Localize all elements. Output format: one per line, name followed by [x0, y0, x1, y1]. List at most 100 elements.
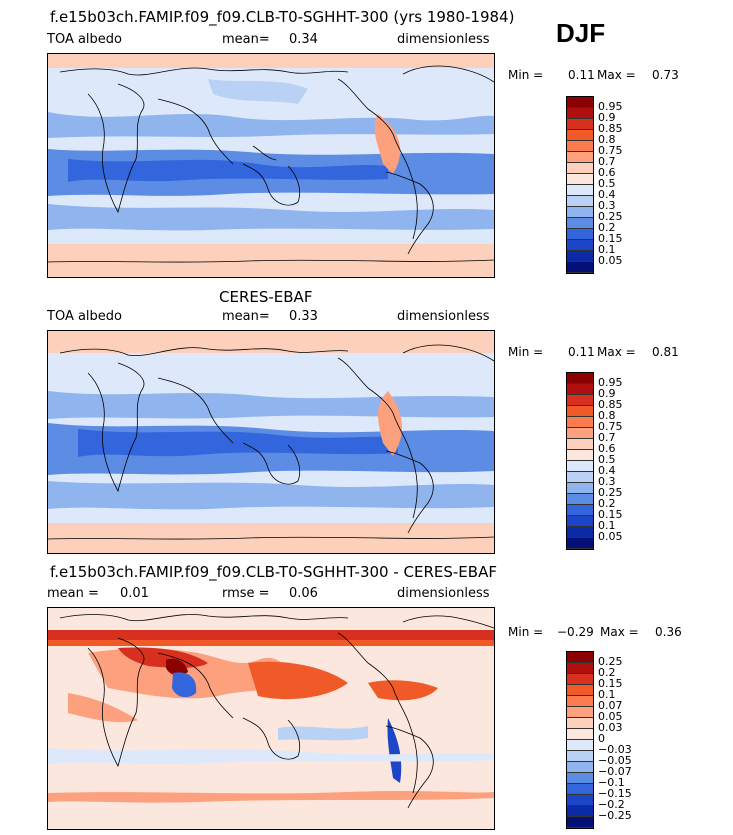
- panel1-variable: TOA albedo: [47, 32, 123, 47]
- colorbar-swatch: [567, 773, 593, 784]
- colorbar-tick-label: 0.75: [598, 144, 623, 157]
- colorbar-swatch: [567, 663, 593, 674]
- colorbar-tick-label: 0.8: [598, 409, 616, 422]
- colorbar-tick-label: 0: [598, 732, 605, 745]
- colorbar-swatch: [567, 707, 593, 718]
- colorbar-tick-label: 0.9: [598, 111, 616, 124]
- colorbar-tick-label: −0.2: [598, 798, 625, 811]
- colorbar-tick-label: −0.25: [598, 809, 632, 822]
- colorbar-tick-label: 0.05: [598, 710, 623, 723]
- panel2-max-label: Max =: [597, 345, 636, 359]
- colorbar-tick-label: 0.6: [598, 442, 616, 455]
- panel2-max-value: 0.81: [652, 345, 679, 359]
- colorbar-swatch: [567, 229, 593, 240]
- colorbar-tick-label: 0.75: [598, 420, 623, 433]
- panel2-min-value: 0.11: [568, 345, 595, 359]
- colorbar-tick-label: −0.03: [598, 743, 632, 756]
- colorbar-swatch: [567, 163, 593, 174]
- colorbar-swatch: [567, 806, 593, 817]
- colorbar-tick-label: 0.2: [598, 497, 616, 510]
- panel2-units: dimensionless: [397, 309, 490, 324]
- colorbar-swatch: [567, 472, 593, 483]
- colorbar-tick-label: 0.4: [598, 188, 616, 201]
- colorbar-swatch: [567, 795, 593, 806]
- colorbar-tick-label: 0.2: [598, 221, 616, 234]
- colorbar-tick-label: 0.5: [598, 177, 616, 190]
- colorbar-swatch: [567, 251, 593, 262]
- panel1-mean-value: 0.34: [289, 32, 318, 47]
- colorbar-tick-label: 0.25: [598, 486, 623, 499]
- panel1-mean-label: mean=: [222, 32, 270, 47]
- panel3-units: dimensionless: [397, 586, 490, 601]
- colorbar-swatch: [567, 373, 593, 384]
- colorbar-swatch: [567, 417, 593, 428]
- colorbar-tick-label: 0.1: [598, 519, 616, 532]
- colorbar-tick-label: 0.7: [598, 431, 616, 444]
- panel2-map: [47, 330, 495, 554]
- panel2-mean-value: 0.33: [289, 309, 318, 324]
- panel3-title: f.e15b03ch.FAMIP.f09_f09.CLB-T0-SGHHT-30…: [50, 563, 497, 581]
- colorbar-tick-label: −0.15: [598, 787, 632, 800]
- colorbar-tick-label: 0.2: [598, 666, 616, 679]
- colorbar-swatch: [567, 516, 593, 527]
- colorbar-tick-label: 0.25: [598, 655, 623, 668]
- colorbar-swatch: [567, 505, 593, 516]
- colorbar-tick-label: 0.07: [598, 699, 623, 712]
- colorbar-swatch: [567, 527, 593, 538]
- colorbar-tick-label: −0.1: [598, 776, 625, 789]
- colorbar-swatch: [567, 384, 593, 395]
- colorbar-tick-label: 0.5: [598, 453, 616, 466]
- colorbar-swatch: [567, 196, 593, 207]
- colorbar-tick-label: 0.85: [598, 398, 623, 411]
- colorbar-tick-label: 0.3: [598, 199, 616, 212]
- colorbar-swatch: [567, 395, 593, 406]
- panel1-max-value: 0.73: [652, 68, 679, 82]
- colorbar-tick-label: 0.05: [598, 530, 623, 543]
- panel3-map: [47, 607, 495, 830]
- colorbar-tick-label: 0.15: [598, 508, 623, 521]
- colorbar-tick-label: 0.95: [598, 376, 623, 389]
- panel3-rmse-label: rmse =: [222, 586, 270, 601]
- colorbar-tick-label: −0.07: [598, 765, 632, 778]
- colorbar-swatch: [567, 428, 593, 439]
- panel1-min-label: Min =: [508, 68, 544, 82]
- colorbar-tick-label: 0.15: [598, 677, 623, 690]
- colorbar-tick-label: 0.8: [598, 133, 616, 146]
- colorbar-swatch: [567, 751, 593, 762]
- panel1-units: dimensionless: [397, 32, 490, 47]
- panel3-min-label: Min =: [508, 625, 544, 639]
- colorbar-swatch: [567, 718, 593, 729]
- colorbar-tick-label: 0.1: [598, 243, 616, 256]
- colorbar-swatch: [567, 439, 593, 450]
- panel3-max-value: 0.36: [655, 625, 682, 639]
- panel3-colorbar: [566, 651, 594, 829]
- panel2-colorbar: [566, 372, 594, 550]
- panel2-variable: TOA albedo: [47, 309, 123, 324]
- panel1-max-label: Max =: [597, 68, 636, 82]
- colorbar-tick-label: 0.4: [598, 464, 616, 477]
- colorbar-tick-label: −0.05: [598, 754, 632, 767]
- colorbar-swatch: [567, 262, 593, 273]
- panel3-mean-label: mean =: [47, 586, 99, 601]
- colorbar-tick-label: 0.85: [598, 122, 623, 135]
- colorbar-swatch: [567, 685, 593, 696]
- colorbar-swatch: [567, 696, 593, 707]
- colorbar-swatch: [567, 538, 593, 549]
- colorbar-swatch: [567, 141, 593, 152]
- panel1-title: f.e15b03ch.FAMIP.f09_f09.CLB-T0-SGHHT-30…: [50, 8, 515, 26]
- panel3-max-label: Max =: [600, 625, 639, 639]
- colorbar-swatch: [567, 108, 593, 119]
- colorbar-swatch: [567, 450, 593, 461]
- colorbar-tick-label: 0.7: [598, 155, 616, 168]
- colorbar-swatch: [567, 130, 593, 141]
- colorbar-swatch: [567, 740, 593, 751]
- colorbar-swatch: [567, 218, 593, 229]
- colorbar-swatch: [567, 784, 593, 795]
- colorbar-swatch: [567, 174, 593, 185]
- panel1-colorbar: [566, 96, 594, 274]
- colorbar-swatch: [567, 119, 593, 130]
- panel1-map: [47, 53, 495, 278]
- colorbar-swatch: [567, 729, 593, 740]
- colorbar-tick-label: 0.1: [598, 688, 616, 701]
- panel1-min-value: 0.11: [568, 68, 595, 82]
